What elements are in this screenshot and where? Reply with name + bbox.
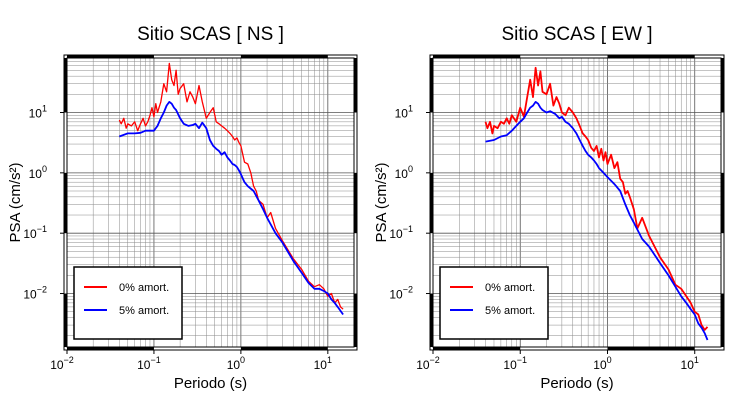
y-tick-label: 10−2 <box>389 285 413 302</box>
x-tick-label: 101 <box>681 355 699 372</box>
frame-checker <box>240 55 328 58</box>
frame-checker <box>721 293 724 347</box>
chart-ns: Sitio SCAS [ NS ] 10−2 10−1 100 101 10−2 10−1 1… <box>7 24 358 392</box>
frame-checker <box>430 293 433 347</box>
frame-checker <box>64 58 67 113</box>
frame-checker <box>354 293 357 347</box>
chart-ew: Sitio SCAS [ EW ] 10−2 10−1 100 101 10−2 10−1 1… <box>373 24 725 392</box>
grid <box>67 58 354 347</box>
frame-checker <box>354 58 357 113</box>
series-line-blue <box>118 101 344 316</box>
frame-checker <box>607 347 695 350</box>
x-tick-label: 10−1 <box>137 355 161 372</box>
x-tick-label: 10−1 <box>503 355 527 372</box>
y-tick-label: 10−1 <box>389 224 413 241</box>
frame-checker <box>67 347 154 350</box>
x-tick-label: 100 <box>593 355 611 372</box>
x-tick-label: 10−2 <box>416 355 440 372</box>
frame-checker <box>433 347 521 350</box>
y-tick-label: 10−1 <box>23 224 47 241</box>
legend-label: 0% amort. <box>485 282 535 294</box>
x-tick-label: 100 <box>227 355 245 372</box>
legend-box <box>73 266 183 340</box>
series-line-red <box>484 66 709 331</box>
frame-checker <box>430 58 433 113</box>
frame-checker <box>240 347 328 350</box>
x-tick-label: 10−2 <box>50 355 74 372</box>
x-axis-label: Periodo (s) <box>540 375 613 392</box>
x-axis-label: Periodo (s) <box>174 375 247 392</box>
legend-label: 5% amort. <box>119 305 169 317</box>
y-tick-label: 100 <box>29 164 47 181</box>
plot-frame <box>429 54 725 351</box>
frame-checker <box>721 58 724 113</box>
legend: 0% amort. 5% amort. <box>439 266 549 340</box>
y-tick-label: 101 <box>29 103 47 120</box>
y-axis-label: PSA (cm/s²) <box>373 162 390 242</box>
chart-title: Sitio SCAS [ NS ] <box>137 24 284 45</box>
frame-checker <box>433 55 521 58</box>
frame-checker <box>64 293 67 347</box>
legend: 0% amort. 5% amort. <box>73 266 183 340</box>
y-axis-label: PSA (cm/s²) <box>7 162 24 242</box>
legend-box <box>439 266 549 340</box>
y-tick-label: 10−2 <box>23 285 47 302</box>
legend-label: 5% amort. <box>485 305 535 317</box>
frame-checker <box>721 172 724 234</box>
chart-title: Sitio SCAS [ EW ] <box>502 24 653 45</box>
frame-checker <box>354 172 357 234</box>
series-line-blue <box>485 101 709 341</box>
y-tick-label: 100 <box>395 164 413 181</box>
plot-frame <box>63 54 358 351</box>
series-line-red <box>118 62 344 310</box>
legend-label: 0% amort. <box>119 282 169 294</box>
frame-checker <box>67 55 154 58</box>
frame-checker <box>607 55 695 58</box>
y-tick-label: 101 <box>395 103 413 120</box>
x-tick-label: 101 <box>314 355 332 372</box>
frame-checker <box>430 172 433 234</box>
frame-checker <box>64 172 67 234</box>
